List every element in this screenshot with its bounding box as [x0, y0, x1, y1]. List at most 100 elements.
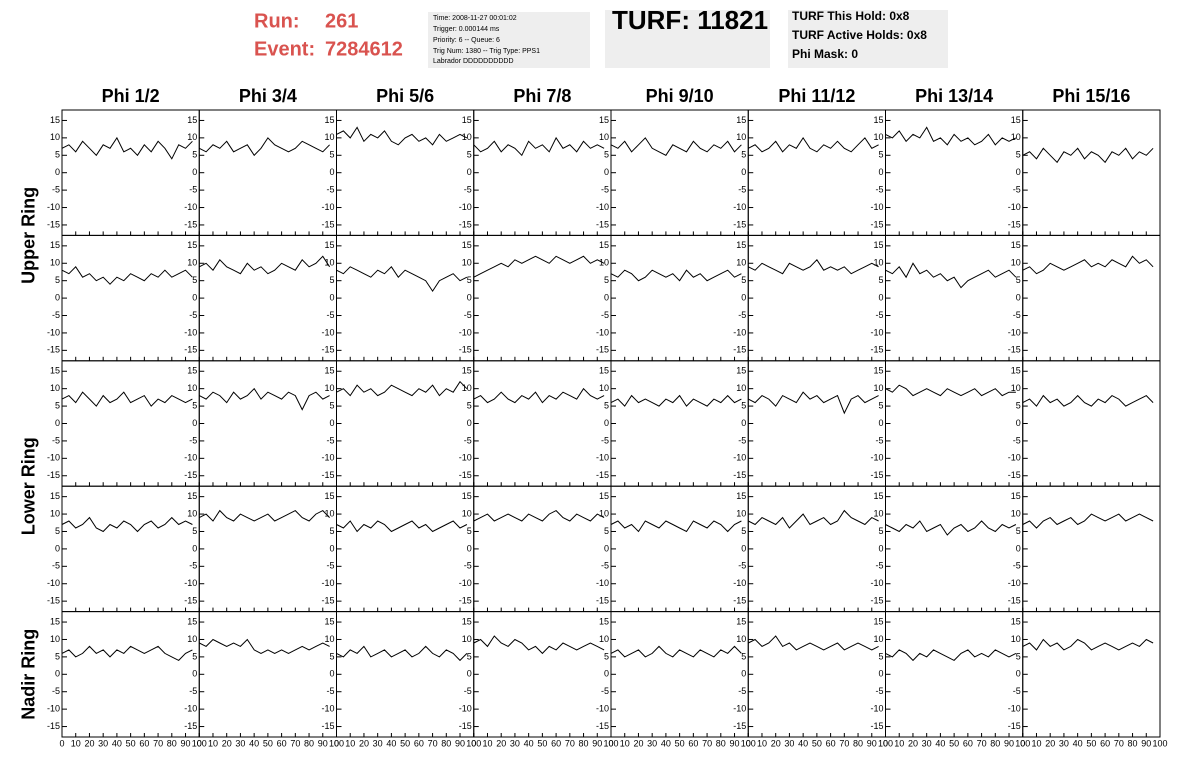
y-tick-label: -10: [733, 327, 746, 337]
x-tick-label: 90: [455, 738, 465, 748]
x-tick-label: 0: [197, 738, 202, 748]
x-tick-label: 80: [990, 738, 1000, 748]
y-tick-label: 5: [878, 526, 883, 536]
y-tick-label: 5: [192, 400, 197, 410]
y-tick-label: -5: [189, 310, 197, 320]
y-tick-label: 10: [462, 132, 472, 142]
panel-frame: [473, 234, 612, 362]
y-tick-label: 0: [55, 418, 60, 428]
y-tick-label: 10: [736, 634, 746, 644]
waveform: [473, 509, 605, 522]
x-tick-label: 90: [181, 738, 191, 748]
run-label: Run:: [254, 10, 300, 32]
y-tick-label: -5: [601, 686, 609, 696]
panel-frame: [747, 611, 886, 738]
y-tick-label: 5: [192, 651, 197, 661]
panel-frame: [1022, 360, 1161, 487]
x-tick-label: 50: [263, 738, 273, 748]
y-tick-label: 5: [192, 526, 197, 536]
y-tick-label: -5: [52, 310, 60, 320]
waveform: [473, 387, 605, 404]
x-tick-label: 80: [716, 738, 726, 748]
y-tick-label: 10: [1011, 132, 1021, 142]
y-tick-label: 5: [741, 275, 746, 285]
waveform: [1022, 638, 1154, 651]
y-tick-label: -5: [875, 686, 883, 696]
y-tick-label: -15: [596, 219, 609, 229]
y-tick-label: -15: [459, 470, 472, 480]
y-tick-label: 0: [604, 543, 609, 553]
y-tick-label: -5: [738, 435, 746, 445]
y-tick-label: 0: [55, 543, 60, 553]
y-tick-label: 15: [50, 366, 60, 376]
y-tick-label: -5: [189, 561, 197, 571]
x-tick-label: 60: [551, 738, 561, 748]
y-tick-label: 5: [1016, 651, 1021, 661]
panel-frame: [1022, 234, 1161, 362]
y-tick-label: -5: [1013, 184, 1021, 194]
waveform: [61, 136, 193, 160]
y-tick-label: -15: [184, 721, 197, 731]
panel-frame: [61, 485, 200, 613]
y-tick-label: -10: [459, 453, 472, 463]
y-tick-label: 0: [1016, 292, 1021, 302]
y-tick-label: 5: [192, 275, 197, 285]
waveform: [748, 635, 879, 651]
y-tick-label: -15: [321, 219, 334, 229]
panel-frame: [610, 109, 749, 236]
x-tick-label: 90: [1004, 738, 1014, 748]
y-tick-label: 10: [736, 132, 746, 142]
x-tick-label: 100: [603, 738, 618, 748]
y-tick-label: 15: [599, 616, 609, 626]
y-tick-label: 0: [878, 418, 883, 428]
column-title: Phi 5/6: [376, 86, 434, 106]
x-tick-label: 20: [84, 738, 94, 748]
waveform: [199, 137, 330, 157]
y-tick-label: -5: [738, 686, 746, 696]
waveform: [61, 516, 193, 533]
y-tick-label: 10: [187, 132, 197, 142]
y-tick-label: -15: [321, 596, 334, 606]
y-tick-label: -5: [601, 184, 609, 194]
x-tick-label: 80: [304, 738, 314, 748]
y-tick-label: -15: [184, 219, 197, 229]
y-tick-label: 0: [1016, 167, 1021, 177]
panel-frame: [1022, 485, 1161, 613]
y-tick-label: -15: [47, 345, 60, 355]
y-tick-label: 0: [55, 167, 60, 177]
y-tick-label: -10: [1008, 578, 1021, 588]
y-tick-label: 10: [50, 508, 60, 518]
waveform: [1022, 513, 1154, 529]
y-tick-label: 15: [324, 115, 334, 125]
y-tick-label: 15: [873, 491, 883, 501]
y-tick-label: -15: [459, 721, 472, 731]
y-tick-label: 10: [599, 383, 609, 393]
y-tick-label: -5: [464, 686, 472, 696]
y-tick-label: 0: [329, 418, 334, 428]
y-tick-label: -5: [738, 310, 746, 320]
x-tick-label: 30: [98, 738, 108, 748]
y-tick-label: 0: [604, 669, 609, 679]
waveform: [473, 136, 605, 157]
y-tick-label: -15: [321, 345, 334, 355]
waveform: [336, 266, 468, 293]
y-tick-label: 5: [604, 526, 609, 536]
waveform: [748, 259, 879, 275]
x-tick-label: 80: [1128, 738, 1138, 748]
y-tick-label: -15: [596, 345, 609, 355]
x-tick-label: 100: [192, 738, 207, 748]
y-tick-label: 15: [50, 115, 60, 125]
y-tick-label: 15: [1011, 115, 1021, 125]
panel-frame: [473, 360, 612, 487]
y-tick-label: -10: [596, 704, 609, 714]
y-tick-label: 0: [192, 418, 197, 428]
y-tick-label: -15: [47, 721, 60, 731]
waveform: [885, 520, 1017, 536]
x-tick-label: 60: [139, 738, 149, 748]
x-tick-label: 0: [334, 738, 339, 748]
x-tick-label: 20: [359, 738, 369, 748]
x-tick-label: 10: [757, 738, 767, 748]
panel-frame: [610, 611, 749, 738]
x-tick-label: 90: [592, 738, 602, 748]
y-tick-label: 15: [324, 240, 334, 250]
